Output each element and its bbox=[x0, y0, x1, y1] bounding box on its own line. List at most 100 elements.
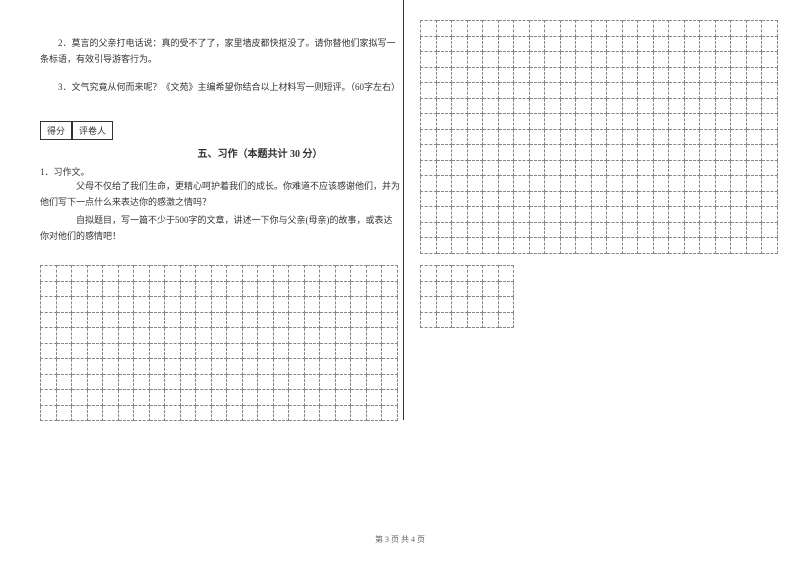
grid-cell bbox=[56, 297, 72, 313]
grid-cell bbox=[700, 191, 716, 207]
score-label: 得分 bbox=[40, 121, 72, 140]
grid-cell bbox=[118, 281, 134, 297]
grid-cell bbox=[715, 98, 731, 114]
grid-cell bbox=[669, 98, 685, 114]
grid-cell bbox=[41, 405, 57, 421]
grid-cell bbox=[498, 222, 514, 238]
grid-cell bbox=[498, 297, 514, 313]
grid-cell bbox=[103, 405, 119, 421]
grid-cell bbox=[335, 328, 351, 344]
grid-cell bbox=[715, 160, 731, 176]
grid-cell bbox=[467, 191, 483, 207]
grid-cell bbox=[545, 191, 561, 207]
grid-cell bbox=[684, 114, 700, 130]
grid-cell bbox=[700, 52, 716, 68]
grid-cell bbox=[227, 297, 243, 313]
grid-cell bbox=[545, 98, 561, 114]
grid-cell bbox=[227, 390, 243, 406]
grid-cell bbox=[715, 207, 731, 223]
grid-cell bbox=[165, 343, 181, 359]
grid-cell bbox=[653, 114, 669, 130]
writing-grid-right-bottom bbox=[420, 265, 514, 328]
grid-cell bbox=[320, 359, 336, 375]
grid-cell bbox=[149, 281, 165, 297]
grid-cell bbox=[638, 83, 654, 99]
grid-cell bbox=[87, 374, 103, 390]
grid-cell bbox=[529, 98, 545, 114]
grid-cell bbox=[715, 36, 731, 52]
grid-cell bbox=[576, 191, 592, 207]
grid-cell bbox=[529, 114, 545, 130]
grid-cell bbox=[196, 281, 212, 297]
grid-cell bbox=[622, 114, 638, 130]
grid-cell bbox=[351, 374, 367, 390]
grid-cell bbox=[351, 281, 367, 297]
grid-cell bbox=[700, 98, 716, 114]
grid-cell bbox=[304, 343, 320, 359]
grid-cell bbox=[436, 145, 452, 161]
grid-cell bbox=[56, 266, 72, 282]
grid-cell bbox=[731, 67, 747, 83]
grid-cell bbox=[436, 83, 452, 99]
grid-cell bbox=[118, 266, 134, 282]
grid-cell bbox=[335, 374, 351, 390]
grid-cell bbox=[118, 343, 134, 359]
grid-cell bbox=[498, 160, 514, 176]
grid-cell bbox=[72, 266, 88, 282]
grid-cell bbox=[591, 238, 607, 254]
grid-cell bbox=[72, 328, 88, 344]
grid-cell bbox=[436, 238, 452, 254]
grid-cell bbox=[467, 21, 483, 37]
grid-cell bbox=[289, 312, 305, 328]
grid-cell bbox=[467, 114, 483, 130]
grid-cell bbox=[483, 114, 499, 130]
grid-cell bbox=[529, 191, 545, 207]
grid-cell bbox=[196, 343, 212, 359]
grid-cell bbox=[196, 297, 212, 313]
grid-cell bbox=[134, 281, 150, 297]
grid-cell bbox=[545, 222, 561, 238]
grid-cell bbox=[165, 312, 181, 328]
grid-cell bbox=[165, 297, 181, 313]
grid-cell bbox=[514, 160, 530, 176]
grid-cell bbox=[180, 405, 196, 421]
grid-cell bbox=[273, 374, 289, 390]
grid-cell bbox=[180, 281, 196, 297]
grid-cell bbox=[591, 98, 607, 114]
section-5-title: 五、习作（本题共计 30 分） bbox=[40, 145, 400, 160]
grid-cell bbox=[258, 374, 274, 390]
grid-cell bbox=[452, 114, 468, 130]
grid-cell bbox=[746, 176, 762, 192]
grid-cell bbox=[746, 222, 762, 238]
grid-cell bbox=[762, 176, 778, 192]
grid-cell bbox=[591, 52, 607, 68]
grid-cell bbox=[607, 52, 623, 68]
grid-cell bbox=[211, 312, 227, 328]
grid-cell bbox=[273, 359, 289, 375]
grid-cell bbox=[351, 328, 367, 344]
grid-cell bbox=[498, 312, 514, 328]
grid-cell bbox=[684, 67, 700, 83]
grid-cell bbox=[638, 222, 654, 238]
grid-cell bbox=[366, 328, 382, 344]
grid-cell bbox=[351, 266, 367, 282]
grid-cell bbox=[483, 238, 499, 254]
grid-cell bbox=[134, 374, 150, 390]
grid-cell bbox=[483, 266, 499, 282]
grid-cell bbox=[560, 191, 576, 207]
grid-cell bbox=[103, 297, 119, 313]
grid-cell bbox=[452, 129, 468, 145]
grid-cell bbox=[638, 52, 654, 68]
grid-cell bbox=[684, 36, 700, 52]
grid-cell bbox=[576, 176, 592, 192]
grid-cell bbox=[382, 390, 398, 406]
grid-cell bbox=[684, 191, 700, 207]
grid-cell bbox=[103, 374, 119, 390]
grid-cell bbox=[452, 176, 468, 192]
grid-cell bbox=[576, 83, 592, 99]
grid-cell bbox=[134, 343, 150, 359]
grid-cell bbox=[421, 281, 437, 297]
grid-cell bbox=[653, 222, 669, 238]
grid-cell bbox=[452, 36, 468, 52]
grid-cell bbox=[382, 359, 398, 375]
